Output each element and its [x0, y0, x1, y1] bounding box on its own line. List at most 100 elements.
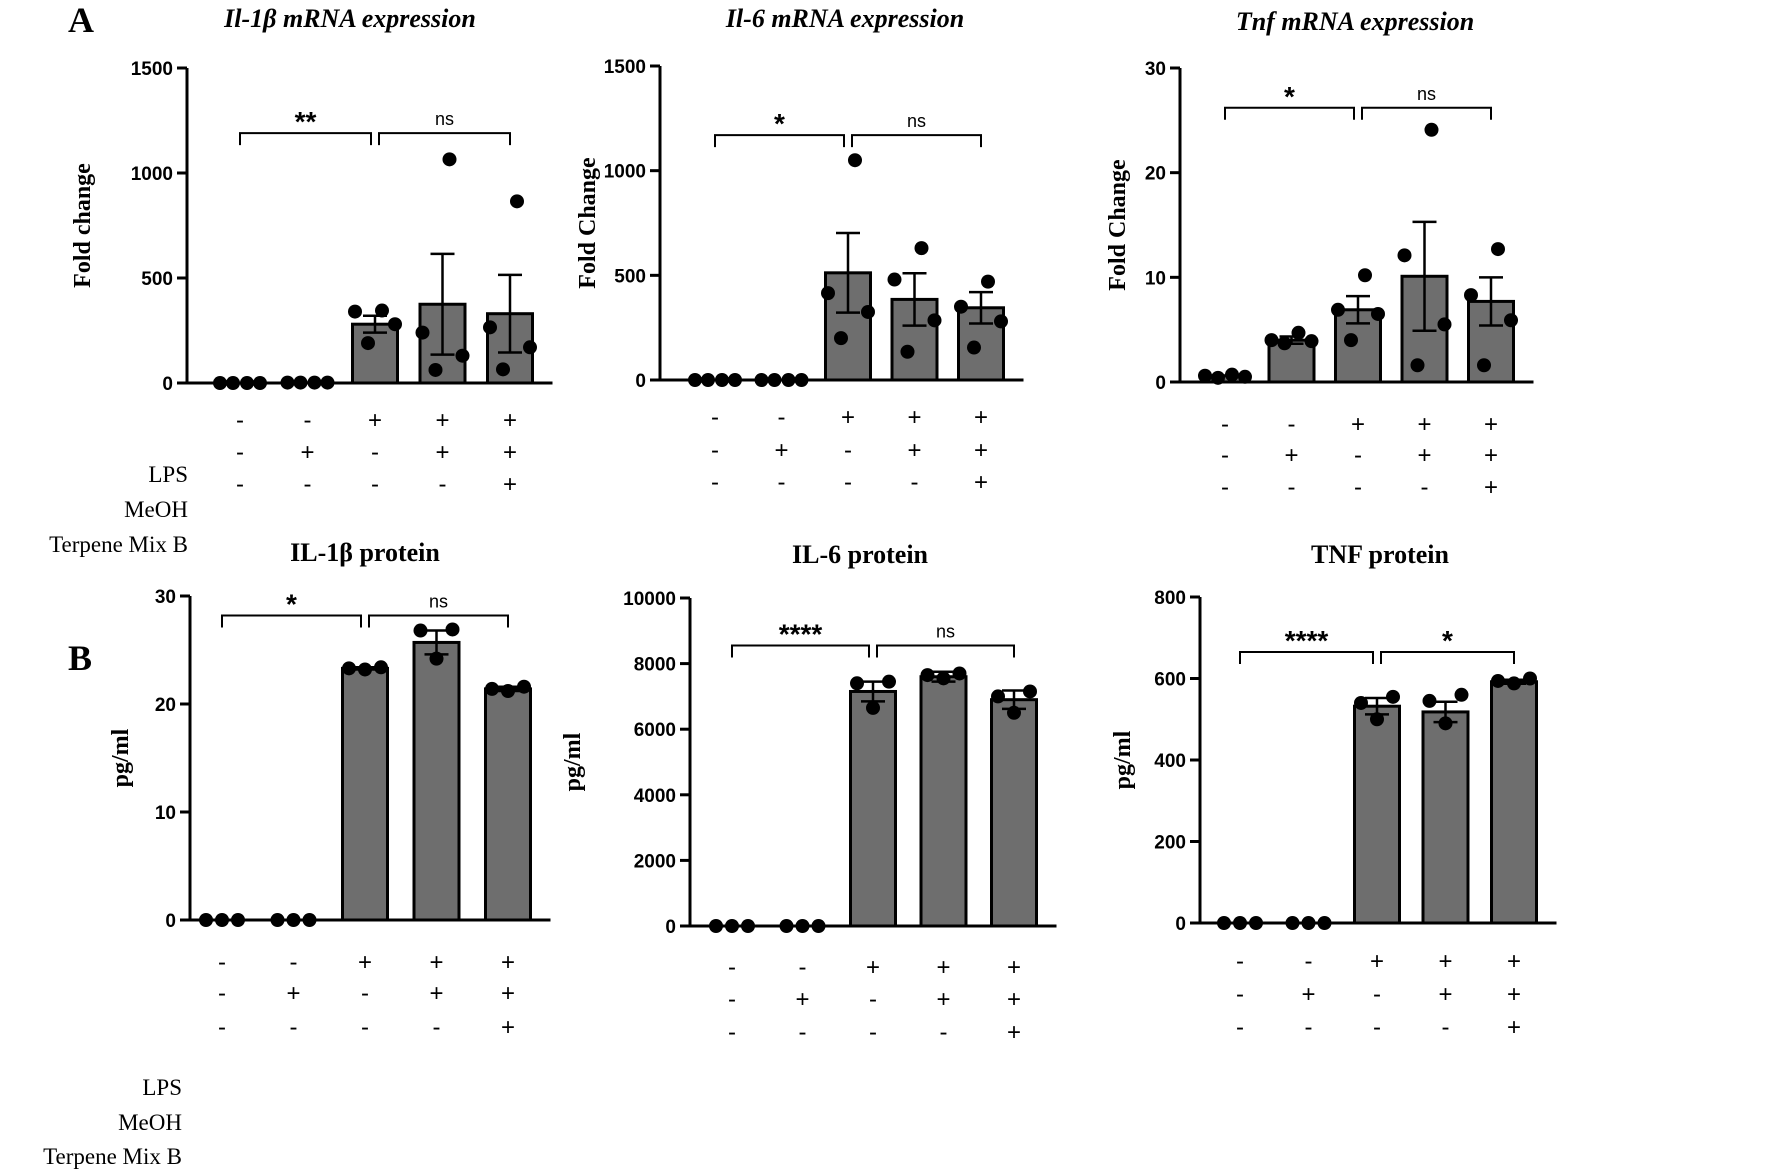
data-point [1344, 333, 1358, 348]
condition-sign: + [1484, 442, 1498, 469]
data-point [348, 304, 362, 319]
data-point [688, 373, 702, 387]
bar [1421, 710, 1470, 925]
data-point [342, 661, 356, 676]
y-axis-label: pg/ml [560, 732, 586, 791]
condition-sign: + [1438, 948, 1452, 975]
significance-label: * [1442, 625, 1453, 656]
data-point [496, 362, 510, 377]
data-point [991, 689, 1005, 704]
condition-sign: - [1288, 474, 1296, 501]
data-point [914, 241, 929, 256]
y-tick-label: 500 [614, 266, 646, 287]
data-point [781, 373, 796, 387]
data-point [510, 194, 524, 209]
condition-sign: - [433, 1014, 441, 1041]
data-point [1291, 325, 1306, 340]
significance-label: * [286, 588, 297, 619]
data-point [428, 362, 443, 377]
y-tick-label: 30 [155, 587, 176, 608]
condition-sign: + [1370, 948, 1384, 975]
y-tick-label: 20 [1145, 164, 1166, 185]
condition-sign: + [501, 1014, 515, 1041]
significance-bracket [1380, 651, 1515, 665]
significance-label: ** [295, 106, 317, 137]
condition-sign: - [218, 1014, 226, 1041]
data-point [1477, 358, 1491, 373]
row-label-lps-a: LPS [148, 462, 188, 487]
condition-sign: + [1507, 948, 1521, 975]
y-axis-label: pg/ml [1110, 730, 1136, 789]
data-point [952, 666, 967, 681]
y-tick-label: 1500 [604, 57, 646, 78]
data-point [794, 373, 809, 387]
condition-sign: - [869, 986, 877, 1013]
y-tick-label: 1000 [131, 164, 173, 185]
condition-sign: - [1373, 1014, 1381, 1041]
condition-sign: + [1007, 986, 1021, 1013]
data-point [307, 375, 322, 390]
condition-sign: + [1484, 411, 1498, 438]
condition-sign: - [1236, 1014, 1244, 1041]
condition-sign: - [1221, 411, 1229, 438]
data-point [861, 304, 875, 319]
condition-sign: + [841, 404, 855, 431]
condition-sign: - [1288, 411, 1296, 438]
condition-sign: + [429, 980, 443, 1007]
data-point [936, 671, 951, 686]
y-tick-label: 6000 [634, 720, 676, 741]
data-point [741, 919, 755, 933]
bar [484, 687, 532, 922]
chart-5: IL-6 protein pg/ml 0 2000 4000 6000 8000 10000 *… [560, 540, 1057, 1046]
condition-sign: + [503, 439, 517, 466]
condition-sign: - [778, 469, 786, 496]
data-point [215, 913, 229, 927]
y-tick-label: 10000 [623, 589, 676, 610]
condition-sign: - [236, 471, 244, 498]
data-point [834, 331, 848, 346]
condition-sign: - [711, 437, 719, 464]
condition-sign: + [866, 954, 880, 981]
y-tick-label: 800 [1154, 588, 1186, 609]
condition-sign: + [774, 437, 788, 464]
data-point [1504, 313, 1518, 328]
row-label-meoh-b: MeOH [118, 1110, 182, 1135]
condition-sign: + [503, 471, 517, 498]
chart-title: IL-6 protein [792, 540, 929, 569]
data-point [767, 373, 782, 387]
significance-bracket [1239, 651, 1374, 665]
data-point [358, 662, 372, 677]
significance-label: ns [1417, 84, 1436, 104]
data-point [1317, 916, 1332, 930]
row-label-lps-b: LPS [142, 1075, 182, 1100]
condition-sign: + [936, 954, 950, 981]
condition-sign: + [503, 407, 517, 434]
bar [919, 675, 968, 928]
data-point [795, 919, 810, 933]
condition-sign: + [1007, 954, 1021, 981]
condition-sign: - [1442, 1014, 1450, 1041]
significance-bracket [1361, 106, 1492, 120]
significance-label: **** [1285, 625, 1329, 656]
data-point [994, 314, 1008, 329]
condition-sign: + [435, 439, 449, 466]
significance-label: * [1284, 81, 1295, 112]
condition-sign: - [304, 407, 312, 434]
data-point [442, 152, 457, 167]
data-point [1023, 684, 1037, 699]
chart-title: Il-6 mRNA expression [725, 4, 964, 33]
condition-sign: - [940, 1019, 948, 1046]
data-point [1264, 333, 1279, 348]
data-point [501, 684, 515, 699]
y-tick-label: 0 [1155, 373, 1166, 394]
data-point [811, 919, 826, 933]
condition-sign: + [368, 407, 382, 434]
y-tick-label: 0 [1175, 914, 1186, 935]
data-point [728, 373, 742, 387]
condition-sign: - [439, 471, 447, 498]
data-point [1217, 916, 1231, 930]
data-point [821, 286, 835, 301]
condition-sign: + [501, 980, 515, 1007]
condition-sign: + [429, 949, 443, 976]
